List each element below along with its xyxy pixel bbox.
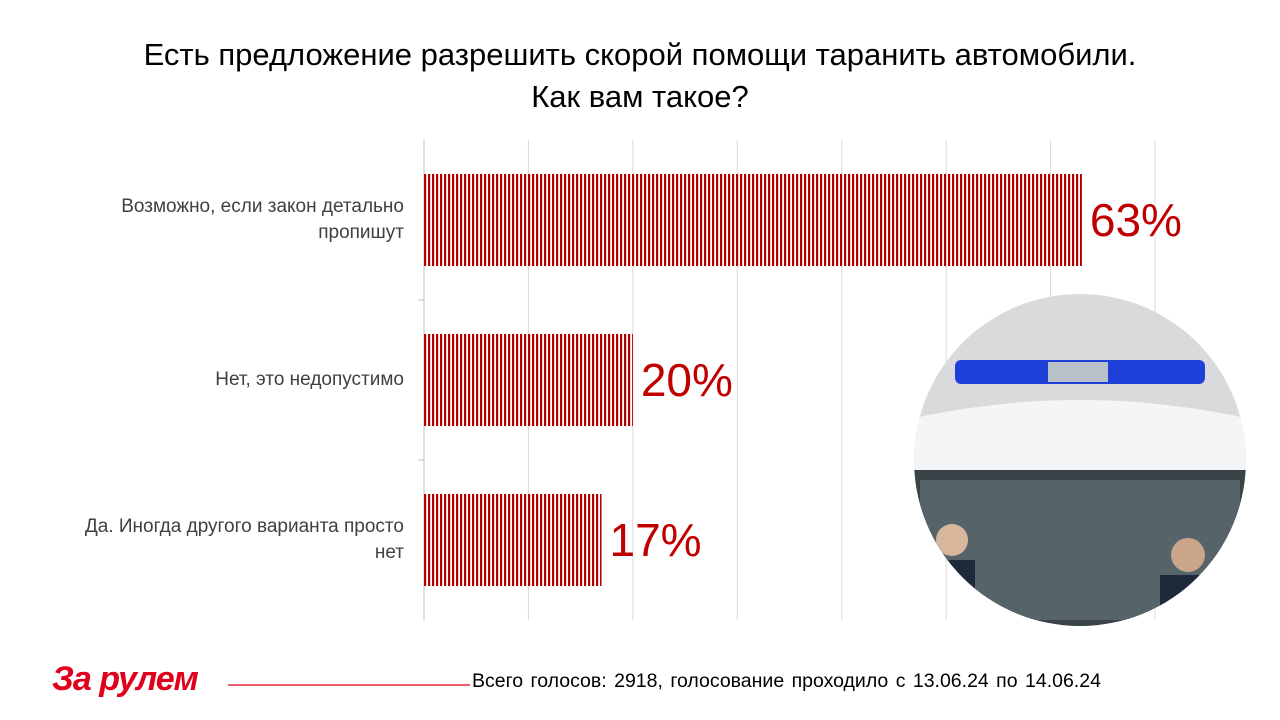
chart-title: Есть предложение разрешить скорой помощи… <box>143 37 1137 114</box>
category-label: Возможно, если закон детально пропишут <box>121 196 404 243</box>
photo <box>914 294 1246 626</box>
bars <box>424 174 1082 586</box>
logo: За рулем <box>52 660 199 698</box>
data-label: 20% <box>640 354 733 406</box>
data-label: 63% <box>1089 194 1182 246</box>
footer-note: Всего голосов: 2918, голосование проходи… <box>472 670 1101 692</box>
bar <box>424 494 602 586</box>
category-label: Да. Иногда другого варианта просто нет <box>84 516 404 563</box>
bar <box>424 334 633 426</box>
data-label: 17% <box>609 514 702 566</box>
bar <box>424 174 1082 266</box>
category-label: Нет, это недопустимо <box>215 369 404 390</box>
